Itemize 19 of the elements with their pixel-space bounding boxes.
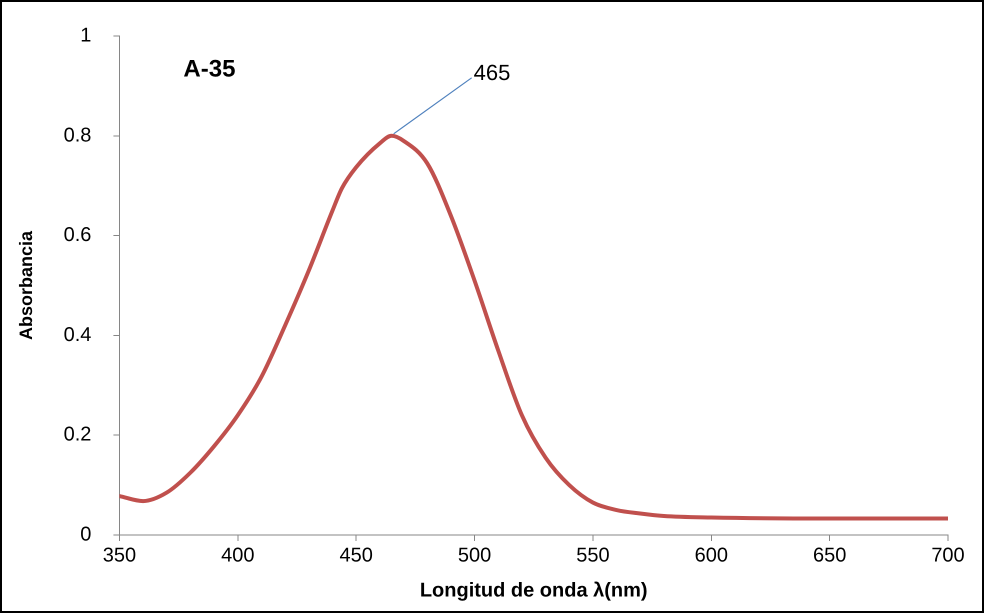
y-tick-label: 1: [80, 24, 92, 47]
y-tick-label: 0: [80, 524, 92, 546]
text: A-35: [183, 56, 236, 83]
x-tick-label: 500: [458, 544, 492, 567]
y-tick-label: 0.2: [64, 424, 92, 446]
y-tick-label: 0.4: [64, 324, 92, 346]
x-tick-label: 400: [221, 544, 254, 567]
x-tick-label: 450: [339, 544, 373, 567]
x-axis-title: Longitud de onda λ(nm): [420, 580, 648, 602]
y-tick-label: 0.8: [64, 124, 92, 146]
x-tick-label: 650: [812, 544, 846, 567]
x-tick-label: 350: [102, 544, 136, 567]
x-tick-label: 550: [576, 544, 610, 567]
annotation: 465: [474, 60, 510, 85]
x-tick-label: 600: [694, 544, 728, 567]
y-axis-title: Absorbancia: [16, 230, 36, 340]
x-tick-label: 700: [931, 544, 965, 567]
y-tick-label: 0.6: [64, 224, 92, 246]
line-series: [119, 134, 948, 521]
